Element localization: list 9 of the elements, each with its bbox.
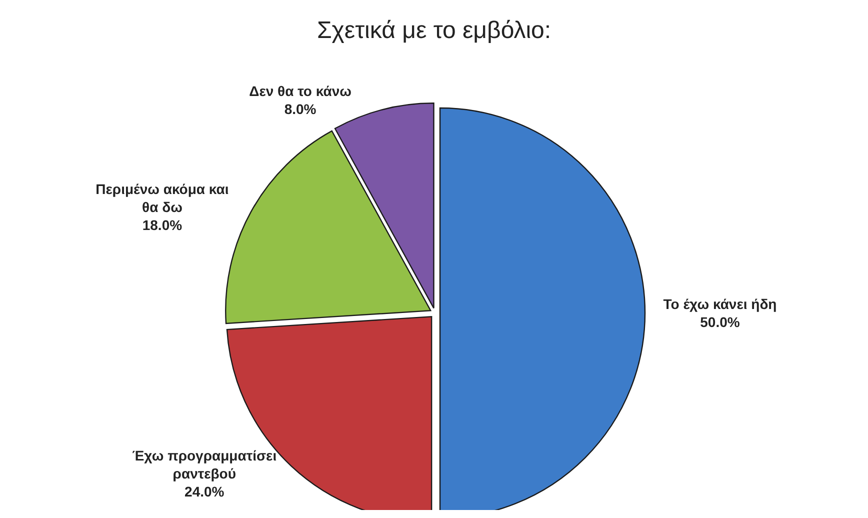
slice-label: Δεν θα το κάνω (249, 82, 352, 99)
data-label: 8.0% (284, 100, 317, 117)
chart-title: Σχετικά με το εμβόλιο: (316, 17, 552, 44)
data-label: 24.0% (184, 483, 225, 500)
data-label: 18.0% (142, 217, 183, 234)
slice-label: Περιμένω ακόμα και θα δω (96, 181, 229, 216)
slice-label: Έχω προγραμματίσει ραντεβού (132, 447, 277, 482)
data-label: 50.0% (700, 314, 740, 330)
slice-label: Το έχω κάνει ήδη (663, 296, 777, 312)
